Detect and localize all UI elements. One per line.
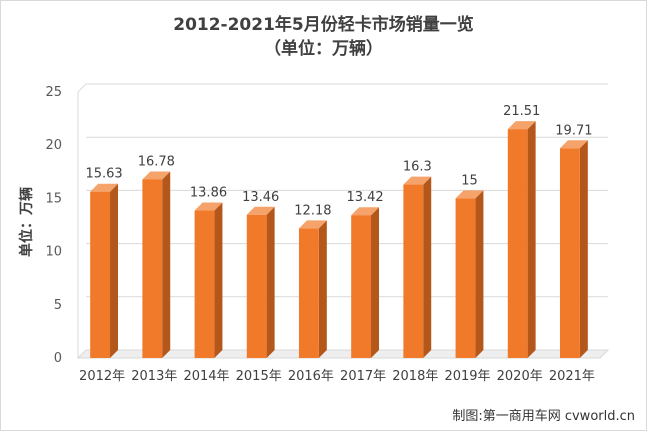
y-tick-label: 5 [54,298,62,313]
chart-title: 2012-2021年5月份轻卡市场销量一览 [173,15,474,35]
bar-top [194,202,223,211]
bar-front [90,191,111,358]
bar [559,140,588,358]
bar [455,190,484,358]
chart-subtitle: （单位：万辆） [264,39,383,59]
value-label: 19.71 [555,123,592,138]
x-tick-label: 2019年 [444,369,490,384]
bar-top [246,206,275,215]
x-tick-labels: 2012年 2013年 2014年 2015年 2016年 2017年 2018年 2019年… [79,369,595,384]
value-label: 16.3 [403,160,432,175]
bar-top [90,183,119,192]
value-label: 16.78 [138,154,175,169]
value-label: 21.51 [503,104,540,119]
bar-front [455,198,476,358]
value-label: 13.86 [190,186,227,201]
bar-side [162,171,171,358]
bar-side [579,140,588,358]
bar-top [507,121,536,130]
x-tick-label: 2017年 [340,369,386,384]
y-tick-labels: 0 5 10 15 20 25 [45,85,62,366]
bar [246,206,275,358]
bar-side [527,121,536,358]
value-label: 15 [461,173,478,188]
bar [507,121,536,358]
bar-front [194,210,215,358]
bar-top [559,140,588,149]
bar-top [142,171,171,180]
bar [351,207,380,358]
bar-front [351,215,372,358]
bar-side [318,220,327,358]
bar-top [351,207,380,216]
side-wall-top [77,83,87,93]
bar-front [298,228,319,358]
bar-front [246,214,267,358]
x-tick-label: 2015年 [236,369,282,384]
bar-side [475,190,484,358]
bar-top [403,176,432,185]
bar-top [298,220,327,229]
bar [90,183,119,358]
x-tick-label: 2021年 [549,369,595,384]
bar [194,202,223,358]
value-label: 12.18 [294,203,331,218]
credit-text: 制图:第一商用车网 cvworld.cn [452,409,635,424]
x-tick-label: 2018年 [392,369,438,384]
bar-side [266,206,275,358]
bar-side [214,202,223,358]
x-tick-label: 2013年 [131,369,177,384]
value-labels: 15.63 16.78 13.86 13.46 12.18 13.42 16.3 15 21.5… [85,104,592,218]
bar-front [507,129,528,358]
x-tick-label: 2016年 [288,369,334,384]
value-label: 15.63 [85,167,122,182]
bar [298,220,327,358]
value-label: 13.46 [242,190,279,205]
bar-top [455,190,484,199]
bar [142,171,171,358]
bar [403,176,432,358]
y-tick-label: 15 [45,191,62,206]
x-tick-label: 2020年 [497,369,543,384]
y-tick-label: 20 [45,138,62,153]
y-tick-label: 10 [45,245,62,260]
y-tick-label: 25 [45,85,62,100]
bar-front [142,179,163,358]
bar-front [403,184,424,358]
bars [90,121,588,358]
x-tick-label: 2012年 [79,369,125,384]
bar-side [423,176,432,358]
y-tick-label: 0 [54,351,62,366]
bar-front [559,148,580,358]
bar-side [110,183,119,358]
x-tick-label: 2014年 [183,369,229,384]
bar-side [371,207,380,358]
value-label: 13.42 [346,190,383,205]
